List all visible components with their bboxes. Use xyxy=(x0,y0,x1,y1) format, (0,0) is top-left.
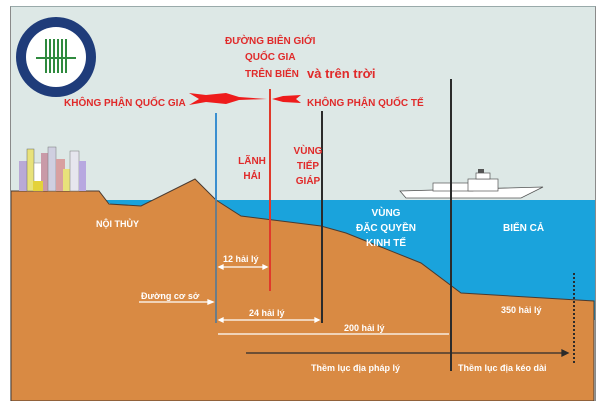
high-seas-label: BIỂN CẢ xyxy=(503,223,545,234)
city-skyline-icon xyxy=(19,146,86,192)
diagram-graphics xyxy=(11,7,595,401)
nm350-label: 350 hải lý xyxy=(501,305,542,315)
border-title-line-3a: TRÊN BIỂN xyxy=(245,69,299,80)
contiguous-line-3: GIÁP xyxy=(295,176,321,187)
border-title-line-3b: và trên trời xyxy=(307,66,376,81)
international-airspace-arrow xyxy=(272,95,301,103)
national-airspace-arrow xyxy=(189,93,267,105)
nm12-label: 12 hải lý xyxy=(223,254,259,264)
legal-shelf-label: Thềm lục địa pháp lý xyxy=(311,363,401,373)
nm200-label: 200 hải lý xyxy=(344,323,385,333)
internal-waters-label: NỘI THỦY xyxy=(96,219,140,229)
territorial-sea-label: LÃNH HẢI xyxy=(233,154,271,184)
eez-line-1: VÙNG xyxy=(371,208,401,219)
ship-icon xyxy=(399,169,544,199)
contiguous-line-1: VÙNG xyxy=(293,146,323,157)
eez-line-2: ĐẶC QUYỀN xyxy=(355,223,416,234)
thuviennhadat-logo xyxy=(16,17,96,97)
national-airspace-label: KHÔNG PHẬN QUỐC GIA xyxy=(64,98,186,109)
baseline-label: Đường cơ sở xyxy=(141,291,200,301)
extended-shelf-label: Thềm lục địa kéo dài xyxy=(458,363,547,373)
contiguous-line-2: TIẾP xyxy=(296,161,320,172)
eez-line-3: KINH TẾ xyxy=(366,238,406,249)
border-title-line-1: ĐƯỜNG BIÊN GIỚI xyxy=(225,36,316,47)
nm24-label: 24 hải lý xyxy=(249,308,285,318)
territorial-sea-line-1: LÃNH xyxy=(238,156,266,167)
eez-label: VÙNG ĐẶC QUYỀN KINH TẾ xyxy=(351,206,421,251)
building-icon xyxy=(45,39,67,73)
contiguous-zone-label: VÙNG TIẾP GIÁP xyxy=(286,144,330,189)
border-title-line-2: QUỐC GIA xyxy=(245,52,296,63)
maritime-zones-diagram: ĐƯỜNG BIÊN GIỚI QUỐC GIA TRÊN BIỂN và tr… xyxy=(10,6,596,401)
territorial-sea-line-2: HẢI xyxy=(243,171,261,182)
international-airspace-label: KHÔNG PHẬN QUỐC TẾ xyxy=(307,98,424,109)
